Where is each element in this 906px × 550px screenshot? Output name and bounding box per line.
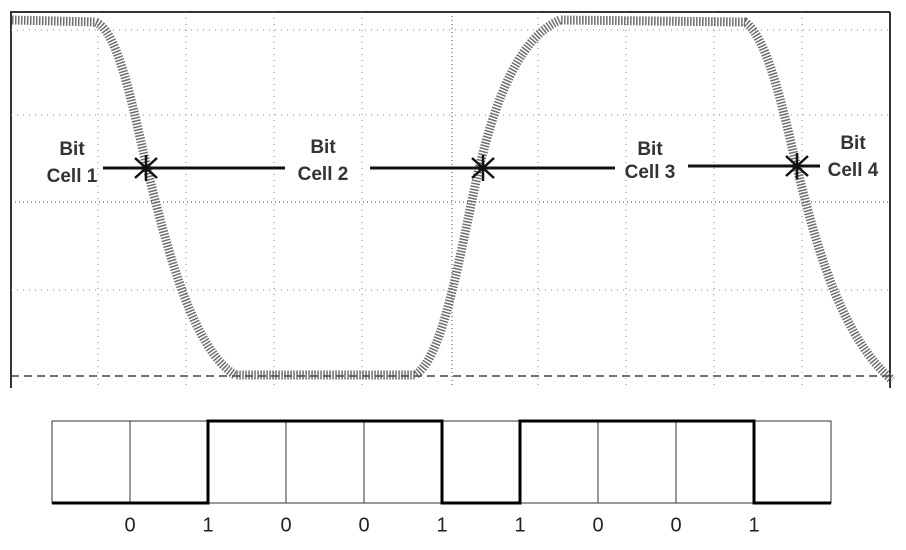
bit-value: 0 [592,514,603,536]
bit-stream: 0 1 0 0 1 1 0 0 1 [51,419,832,536]
bit-value: 0 [124,514,135,536]
grid [11,12,890,385]
signal-trace [11,15,895,384]
bit-labels: 0 1 0 0 1 1 0 0 1 [124,514,759,536]
cell-label-line1: Bit [59,139,85,160]
cell-boundaries [103,164,820,170]
cell-label-line1: Bit [637,139,663,160]
bit-value: 0 [358,514,369,536]
bit-value: 0 [280,514,291,536]
bit-value: 1 [436,514,447,536]
cell-label-line2: Cell 1 [47,166,98,187]
cell-label-line1: Bit [840,133,866,154]
bit-value: 0 [670,514,681,536]
bit-value: 1 [514,514,525,536]
bit-value: 1 [748,514,759,536]
cell-label-line2: Cell 3 [625,162,676,183]
center-axes [11,12,890,385]
digital-waveform [52,419,831,505]
cell-label-line2: Cell 2 [298,164,349,185]
crossing-markers [134,153,809,181]
bit-value: 1 [202,514,213,536]
cell-label-line2: Cell 4 [828,160,879,181]
cell-label-line1: Bit [310,137,336,158]
